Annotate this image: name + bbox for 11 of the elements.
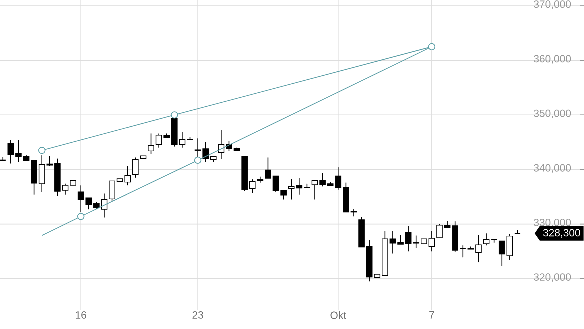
- x-tick-label: 16: [76, 312, 86, 319]
- x-tick-label: Okt: [330, 312, 346, 320]
- x-tick-label: 7: [430, 312, 434, 319]
- y-tick-label: 320,000: [534, 274, 572, 282]
- y-tick-label: 340,000: [534, 164, 572, 174]
- y-tick-label: 370,000: [534, 0, 572, 10]
- y-tick-label: 350,000: [534, 110, 572, 118]
- x-tick-label: 23: [192, 312, 204, 319]
- text: 328,300: [543, 229, 580, 238]
- y-tick-label: 330,000: [534, 219, 572, 228]
- y-tick-label: 360,000: [534, 55, 572, 64]
